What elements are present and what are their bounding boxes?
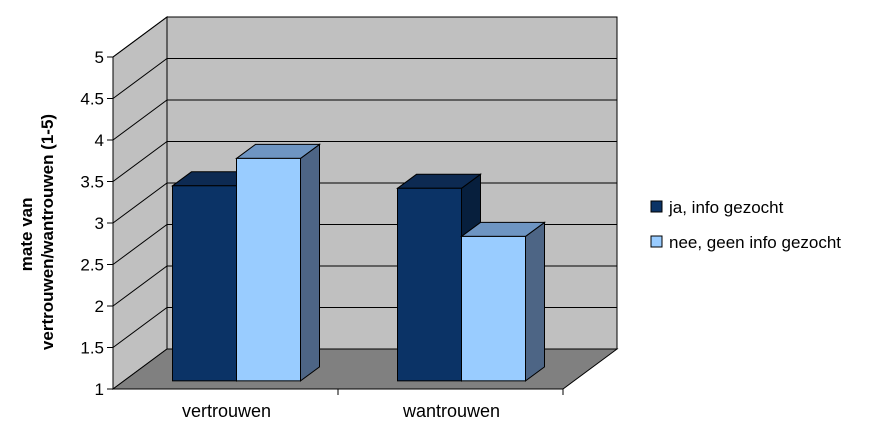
- bar-nee-geen-info-gezocht-wantrouwen: [459, 221, 547, 382]
- bar-side: [525, 221, 545, 382]
- y-tick-labels: 1 1.5 2 2.5 3 3.5 4 4.5 5: [80, 48, 104, 399]
- y-tick-label: 2.5: [80, 256, 104, 275]
- y-tick-label: 1: [95, 380, 104, 399]
- bar-front: [397, 187, 462, 382]
- bar-nee-geen-info-gezocht-vertrouwen: [234, 143, 322, 382]
- legend: ja, info gezocht nee, geen info gezocht: [650, 198, 841, 252]
- y-tick-label: 5: [95, 48, 104, 67]
- legend-label: nee, geen info gezocht: [669, 233, 841, 252]
- legend-label: ja, info gezocht: [668, 198, 784, 217]
- x-category-labels: vertrouwen wantrouwen: [182, 401, 500, 421]
- y-tick-label: 4: [95, 131, 104, 150]
- y-tick-label: 1.5: [80, 339, 104, 358]
- bar-front: [236, 157, 301, 382]
- gridline: [112, 141, 617, 182]
- legend-swatch: [650, 235, 663, 248]
- bar-front: [461, 235, 526, 382]
- bars: [170, 143, 547, 382]
- gridline: [112, 16, 617, 58]
- gridline: [112, 58, 617, 99]
- y-axis-label: mate van vertrouwen/wantrouwen (1-5): [17, 114, 57, 350]
- axes: [107, 56, 564, 395]
- x-category-label: wantrouwen: [402, 401, 500, 421]
- bar-side: [300, 143, 320, 382]
- bar-front: [172, 185, 237, 382]
- x-category-label: vertrouwen: [182, 401, 271, 421]
- y-tick-label: 3.5: [80, 173, 104, 192]
- y-axis-label-line-1: mate van: [17, 198, 36, 272]
- y-tick-label: 4.5: [80, 90, 104, 109]
- legend-swatch: [650, 200, 663, 213]
- y-tick-label: 2: [95, 297, 104, 316]
- y-axis-label-line-2: vertrouwen/wantrouwen (1-5): [38, 114, 57, 350]
- y-tick-label: 3: [95, 214, 104, 233]
- gridline: [112, 99, 617, 141]
